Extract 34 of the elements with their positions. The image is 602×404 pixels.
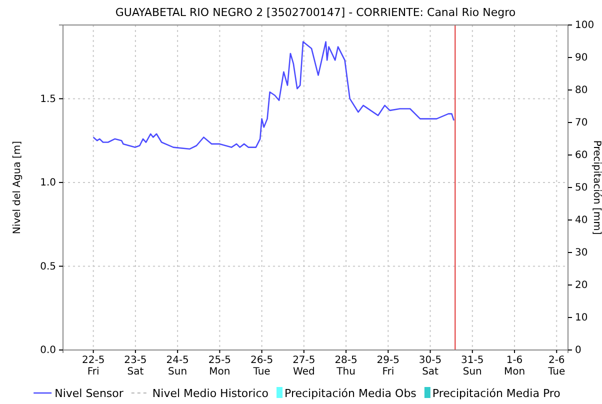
y2-tick-label: 50	[575, 182, 588, 194]
x-tick-label: 30-5 Sat	[418, 355, 442, 378]
y2-tick-label: 70	[575, 118, 588, 129]
x-tick-label: 25-5 Mon	[208, 355, 232, 378]
y-tick-label: 0.5	[40, 261, 56, 272]
y2-tick-label: 100	[575, 20, 594, 32]
y2-axis-title: Precipitación [mm]	[591, 140, 602, 235]
y2-tick-label: 30	[575, 248, 588, 259]
x-tick-label: 27-5 Wed	[292, 355, 316, 378]
y-tick-label: 1.0	[40, 178, 56, 189]
y-tick-label: 1.5	[40, 94, 56, 105]
legend-label: Precipitación Media Pro	[432, 387, 561, 400]
x-tick-label: 1-6 Mon	[504, 355, 526, 378]
chart-title: GUAYABETAL RIO NEGRO 2 [3502700147] - CORRIENTE: Canal Rio Negro	[115, 6, 516, 19]
y2-tick-label: 90	[575, 52, 588, 64]
y2-tick-label: 40	[575, 215, 588, 226]
x-tick-label: 22-5 Fri	[82, 355, 105, 378]
x-tick-label: 24-5 Sun	[166, 355, 189, 378]
y2-tick-label: 0	[575, 345, 582, 356]
x-tick-label: 2-6 Tue	[547, 355, 566, 378]
y2-tick-label: 80	[575, 85, 588, 96]
x-tick-label: 28-5 Thu	[334, 355, 358, 378]
legend-label: Nivel Sensor	[54, 387, 124, 400]
x-tick-label: 31-5 Sun	[461, 355, 484, 378]
y2-tick-label: 60	[575, 150, 588, 162]
x-tick-label: 23-5 Sat	[124, 355, 147, 378]
x-tick-label: 29-5 Fri	[376, 355, 400, 378]
y2-tick-label: 10	[575, 312, 588, 324]
legend-label: Nivel Medio Historico	[152, 387, 269, 400]
y-axis-title: Nivel del Agua [m]	[12, 140, 23, 234]
y2-tick-label: 20	[575, 280, 588, 292]
y-tick-label: 0.0	[40, 345, 56, 356]
legend-label: Precipitación Media Obs	[284, 387, 417, 400]
x-tick-label: 26-5 Tue	[250, 355, 274, 378]
